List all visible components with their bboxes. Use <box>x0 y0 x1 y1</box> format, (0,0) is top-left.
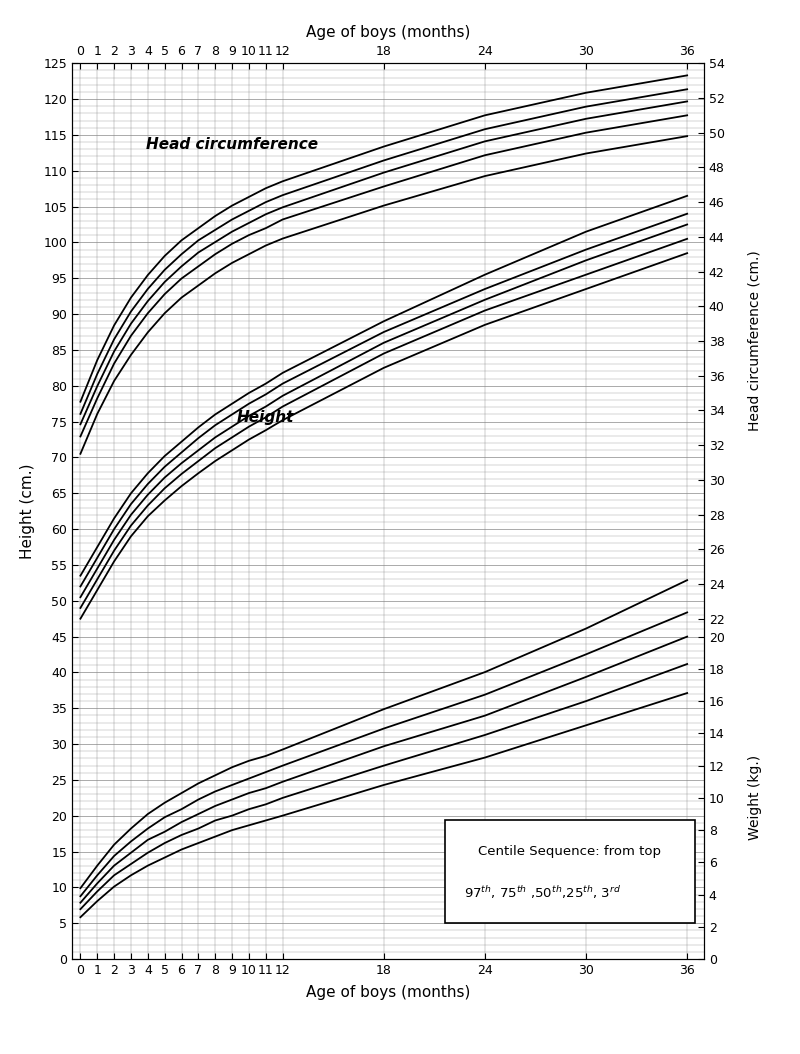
X-axis label: Age of boys (months): Age of boys (months) <box>306 985 470 1000</box>
Text: Centile Sequence: from top: Centile Sequence: from top <box>478 844 662 858</box>
FancyBboxPatch shape <box>445 820 694 923</box>
X-axis label: Age of boys (months): Age of boys (months) <box>306 25 470 40</box>
Text: 97$^{th}$, 75$^{th}$ ,50$^{th}$,25$^{th}$, 3$^{rd}$: 97$^{th}$, 75$^{th}$ ,50$^{th}$,25$^{th}… <box>464 884 621 901</box>
Text: Weight (kg.): Weight (kg.) <box>747 756 762 840</box>
Text: Head circumference: Head circumference <box>146 137 318 152</box>
Y-axis label: Height (cm.): Height (cm.) <box>20 464 35 559</box>
Text: Head circumference (cm.): Head circumference (cm.) <box>747 251 762 431</box>
Text: Height: Height <box>237 410 294 425</box>
